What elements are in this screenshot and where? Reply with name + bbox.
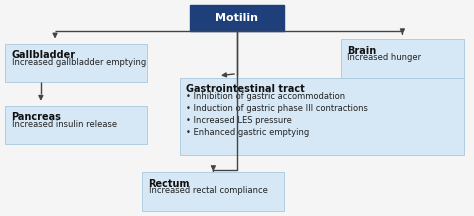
- Text: Brain: Brain: [347, 46, 376, 56]
- Text: Gastrointestinal tract: Gastrointestinal tract: [186, 84, 305, 94]
- Text: Pancreas: Pancreas: [11, 112, 62, 122]
- Text: Gallbladder: Gallbladder: [11, 50, 76, 60]
- FancyBboxPatch shape: [5, 106, 147, 145]
- FancyBboxPatch shape: [341, 39, 464, 78]
- Text: • Inhibition of gastric accommodation
• Induction of gastric phase III contracti: • Inhibition of gastric accommodation • …: [186, 92, 368, 137]
- Text: Motilin: Motilin: [216, 13, 258, 23]
- Text: Rectum: Rectum: [149, 179, 190, 189]
- Text: Increased gallbladder emptying: Increased gallbladder emptying: [11, 58, 146, 67]
- Text: Increased insulin release: Increased insulin release: [11, 120, 117, 129]
- Text: Increased rectal compliance: Increased rectal compliance: [149, 186, 267, 195]
- FancyBboxPatch shape: [143, 172, 284, 211]
- FancyBboxPatch shape: [180, 78, 464, 155]
- FancyBboxPatch shape: [190, 5, 284, 31]
- FancyBboxPatch shape: [5, 44, 147, 82]
- Text: Increased hunger: Increased hunger: [347, 53, 421, 62]
